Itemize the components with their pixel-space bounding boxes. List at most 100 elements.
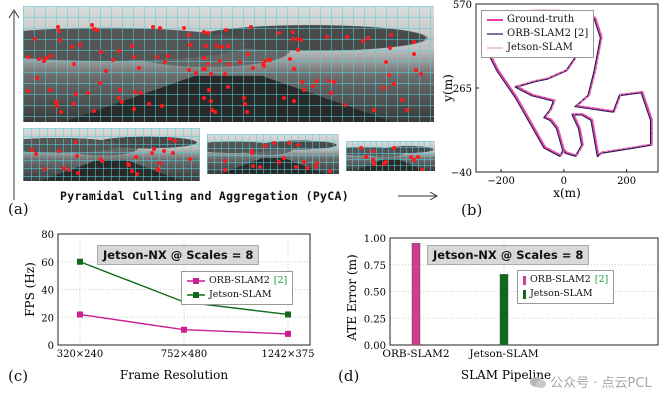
fps-plot-frame bbox=[57, 233, 311, 346]
fps-chart: 0 20 40 60 80 320×240 752×480 1242×375 Frame Res… bbox=[23, 230, 315, 382]
trajectory-x-tick-label: 200 bbox=[617, 176, 636, 187]
camera-frame-scale-0 bbox=[23, 6, 434, 122]
feature-point bbox=[281, 155, 286, 160]
feature-point bbox=[286, 140, 291, 145]
feature-point bbox=[331, 80, 336, 85]
fps-y-tick-label: 60 bbox=[41, 258, 54, 269]
feature-point bbox=[261, 61, 266, 66]
ate-y-axis-label: ATE Error (m) bbox=[345, 254, 359, 341]
feature-point bbox=[37, 57, 42, 62]
feature-point bbox=[89, 23, 94, 28]
feature-point bbox=[276, 160, 281, 165]
feature-point bbox=[74, 140, 79, 145]
feature-point bbox=[135, 171, 140, 176]
panel-d-label: (d) bbox=[338, 367, 360, 385]
feature-point bbox=[391, 82, 396, 87]
fps-x-tick-label: 1242×375 bbox=[262, 349, 315, 360]
feature-point bbox=[166, 53, 171, 58]
feature-point bbox=[42, 59, 47, 64]
camera-frame-scale-1 bbox=[23, 128, 200, 181]
feature-point bbox=[383, 59, 388, 64]
ate-legend: ORB-SLAM2 [2] Jetson-SLAM bbox=[517, 270, 615, 304]
feature-point bbox=[57, 37, 62, 42]
legend-orb-slam2: ORB-SLAM2 [2] bbox=[487, 28, 589, 39]
feature-point bbox=[203, 67, 208, 72]
feature-point bbox=[325, 34, 330, 39]
feature-point bbox=[225, 43, 230, 48]
feature-point bbox=[372, 161, 377, 166]
feature-point bbox=[130, 43, 135, 48]
camera-frame-scale-2 bbox=[207, 134, 339, 174]
feature-point bbox=[172, 139, 177, 144]
fps-data-point bbox=[77, 311, 83, 318]
feature-point bbox=[251, 163, 256, 168]
fps-y-tick-label: 20 bbox=[41, 313, 54, 324]
feature-point bbox=[54, 100, 59, 105]
feature-point bbox=[130, 169, 135, 174]
feature-point bbox=[296, 37, 301, 42]
fps-legend-orb-slam2: ORB-SLAM2 [2] bbox=[187, 274, 287, 288]
trajectory-y-tick-label: 570 bbox=[453, 0, 472, 11]
fps-data-point bbox=[77, 258, 83, 265]
feature-point bbox=[127, 162, 132, 167]
feature-point bbox=[67, 168, 72, 173]
feature-point bbox=[360, 38, 365, 43]
ate-chart: 0.00 0.25 0.50 0.75 1.00 ORB-SLAM2 Jetson-SLAM… bbox=[345, 234, 659, 382]
feature-point bbox=[167, 137, 172, 142]
feature-point bbox=[161, 149, 166, 154]
feature-point bbox=[276, 30, 281, 35]
ate-y-tick-label: 0.25 bbox=[364, 314, 386, 325]
feature-point bbox=[49, 54, 54, 59]
feature-point bbox=[187, 32, 192, 37]
feature-point bbox=[266, 57, 271, 62]
feature-point bbox=[116, 49, 121, 54]
feature-point bbox=[241, 95, 246, 100]
feature-point bbox=[26, 89, 31, 94]
panel-a-label: (a) bbox=[8, 200, 29, 218]
feature-point bbox=[384, 159, 389, 164]
fps-x-tick-label: 752×480 bbox=[161, 349, 208, 360]
feature-point bbox=[147, 102, 152, 107]
feature-point bbox=[281, 95, 286, 100]
feature-point bbox=[56, 25, 61, 30]
feature-point bbox=[249, 149, 254, 154]
legend-jetson-slam: Jetson-SLAM bbox=[487, 42, 573, 53]
feature-point bbox=[227, 62, 232, 67]
feature-point bbox=[386, 72, 391, 77]
feature-point bbox=[366, 36, 371, 41]
ate-y-tick-label: 0.50 bbox=[364, 288, 386, 299]
feature-point bbox=[56, 29, 61, 34]
feature-point bbox=[206, 87, 211, 92]
feature-point bbox=[43, 166, 48, 171]
feature-point bbox=[193, 71, 198, 76]
feature-point bbox=[75, 171, 80, 176]
feature-point bbox=[363, 154, 368, 159]
feature-point bbox=[208, 99, 213, 104]
feature-point bbox=[400, 98, 405, 103]
feature-point bbox=[223, 159, 228, 164]
pyramid-arrow-vertical bbox=[8, 9, 20, 200]
fps-chart-title: Jetson-NX @ Scales = 8 bbox=[97, 245, 260, 265]
feature-point bbox=[217, 59, 222, 64]
feature-point bbox=[92, 109, 97, 114]
feature-point bbox=[245, 52, 250, 57]
feature-point bbox=[33, 152, 38, 157]
wechat-icon bbox=[530, 377, 546, 388]
fps-data-point bbox=[285, 311, 291, 318]
feature-point bbox=[258, 164, 263, 169]
feature-point bbox=[296, 143, 301, 148]
feature-point bbox=[138, 91, 143, 96]
fps-y-tick-label: 80 bbox=[41, 230, 54, 241]
feature-point bbox=[242, 102, 247, 107]
feature-point bbox=[133, 154, 138, 159]
feature-point bbox=[262, 59, 267, 64]
feature-point bbox=[186, 67, 191, 72]
feature-point bbox=[170, 150, 175, 155]
feature-point bbox=[73, 92, 78, 97]
feature-point bbox=[302, 87, 307, 92]
feature-point bbox=[62, 166, 67, 171]
feature-point bbox=[209, 107, 214, 112]
feature-point bbox=[382, 161, 387, 166]
feature-point bbox=[32, 36, 37, 41]
feature-point bbox=[237, 60, 242, 65]
